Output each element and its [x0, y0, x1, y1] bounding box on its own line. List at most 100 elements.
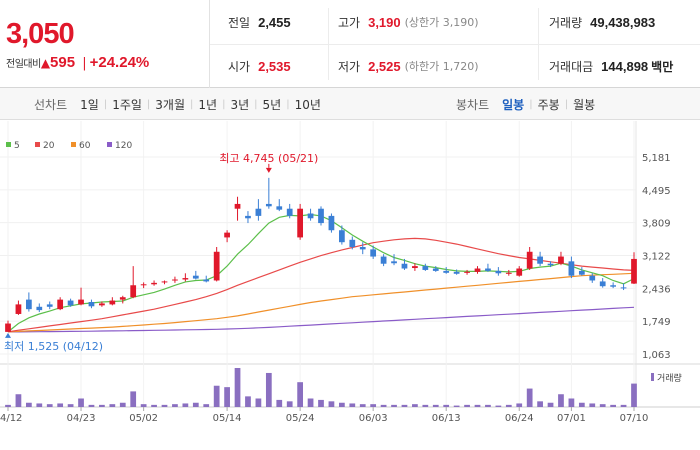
candle-body [464, 271, 470, 273]
x-tick-label: 06/13 [432, 413, 461, 424]
price-change-row: 전일대비▲595 | +24.24% [6, 54, 149, 71]
line-period-tab-4[interactable]: 3년 [230, 97, 250, 112]
volume-bar [338, 402, 345, 407]
stat-value: 2,525 [368, 58, 401, 74]
x-tick-label: 05/02 [129, 413, 158, 424]
line-period-tab-6[interactable]: 10년 [294, 97, 321, 112]
candle-body [286, 208, 293, 216]
stat-note: (하한가 1,720) [404, 60, 479, 73]
volume-bar [391, 404, 397, 407]
candle-period-tab-0[interactable]: 일봉 [502, 97, 525, 112]
candle-body [161, 281, 168, 283]
candle-body [453, 271, 460, 274]
change-separator: | [82, 56, 87, 71]
stat-value: 49,438,983 [590, 14, 656, 30]
candle-body [130, 285, 137, 298]
volume-bar [192, 402, 199, 407]
candle-body [255, 208, 262, 216]
candle-body [245, 215, 251, 219]
volume-bar [213, 385, 220, 407]
candle-chart-tabs: 봉차트 일봉 | 주봉 | 월봉 [456, 88, 600, 120]
stock-summary-header: 3,050 전일대비▲595 | +24.24% 전일 2,455 고가 3,19… [0, 0, 700, 88]
volume-bar [526, 388, 533, 407]
ma60-line [7, 272, 635, 333]
y-tick-label: 5,181 [642, 153, 671, 164]
volume-bar [422, 404, 429, 407]
candle-body [276, 206, 283, 210]
max-arrow-icon [265, 167, 272, 173]
candle-body [213, 251, 220, 281]
volume-bar [255, 398, 262, 407]
candle-body [432, 268, 439, 271]
volume-bar [558, 394, 564, 407]
candle-body [599, 281, 606, 287]
candle-body [401, 263, 408, 269]
volume-bar [161, 404, 168, 407]
candle-body [412, 266, 418, 269]
candle-body [328, 215, 335, 231]
line-period-tab-3[interactable]: 1년 [198, 97, 218, 112]
candle-body [224, 232, 230, 238]
stat-volume: 거래량 49,438,983 [549, 0, 655, 44]
x-tick-label: 05/14 [213, 413, 242, 424]
y-tick-label: 3,809 [642, 219, 671, 230]
candle-body [370, 249, 377, 257]
candle-body [265, 203, 272, 207]
tab-separator: | [103, 98, 108, 110]
volume-bar [46, 404, 53, 407]
volume-bar [578, 402, 585, 407]
candle-body [631, 258, 637, 284]
volume-bar [307, 398, 314, 407]
candle-body [380, 256, 387, 264]
x-tick-label: 06/03 [359, 413, 388, 424]
stat-value: 144,898 [601, 58, 649, 74]
volume-legend-swatch [651, 373, 654, 381]
line-period-tab-0[interactable]: 1일 [80, 97, 99, 112]
volume-bar [568, 398, 575, 407]
stat-label: 거래량 [549, 15, 583, 30]
candle-body [172, 279, 178, 281]
candle-period-tab-1[interactable]: 주봉 [537, 97, 560, 112]
legend-label: 60 [79, 141, 91, 151]
volume-bar [151, 404, 157, 407]
tab-separator: | [564, 98, 569, 110]
legend-swatch [6, 142, 11, 147]
stat-prev-close: 전일 2,455 [228, 0, 291, 44]
volume-bar [36, 403, 43, 407]
line-period-tab-2[interactable]: 3개월 [155, 97, 185, 112]
candle-body [297, 208, 304, 238]
y-tick-label: 1,749 [642, 317, 671, 328]
stock-chart: 5,181 4,495 3,809 3,122 2,436 1,749 1,063 04/12… [0, 121, 700, 450]
volume-bar [276, 399, 283, 407]
candle-period-tab-2[interactable]: 월봉 [573, 97, 596, 112]
candle-body [578, 270, 585, 275]
line-period-tab-5[interactable]: 5년 [262, 97, 282, 112]
stat-value: 2,455 [258, 14, 291, 30]
volume-bar [78, 398, 84, 407]
stat-value: 2,535 [258, 58, 291, 74]
tab-separator: | [190, 98, 194, 110]
x-tick-label: 04/12 [0, 413, 22, 424]
change-label: 전일대비 [6, 59, 41, 70]
candle-body [443, 270, 450, 273]
candle-body [119, 297, 126, 300]
candle-body [547, 263, 554, 266]
legend-label: 5 [14, 141, 20, 151]
y-tick-label: 1,063 [642, 350, 671, 361]
volume-bar [88, 404, 95, 407]
volume-bar [359, 404, 366, 407]
candle-body [505, 272, 512, 274]
line-period-tab-1[interactable]: 1주일 [112, 97, 142, 112]
volume-legend-label: 거래량 [657, 372, 682, 384]
volume-bar [224, 387, 230, 407]
candle-body [318, 208, 324, 224]
volume-bar [318, 399, 324, 407]
min-arrow-icon [5, 332, 11, 338]
candle-body [99, 303, 105, 306]
stat-label: 거래대금 [549, 59, 594, 74]
candle-body [422, 266, 429, 270]
candle-body [67, 300, 74, 306]
y-tick-label: 2,436 [642, 284, 671, 295]
tab-separator: | [146, 98, 151, 110]
volume-bar [57, 403, 64, 407]
